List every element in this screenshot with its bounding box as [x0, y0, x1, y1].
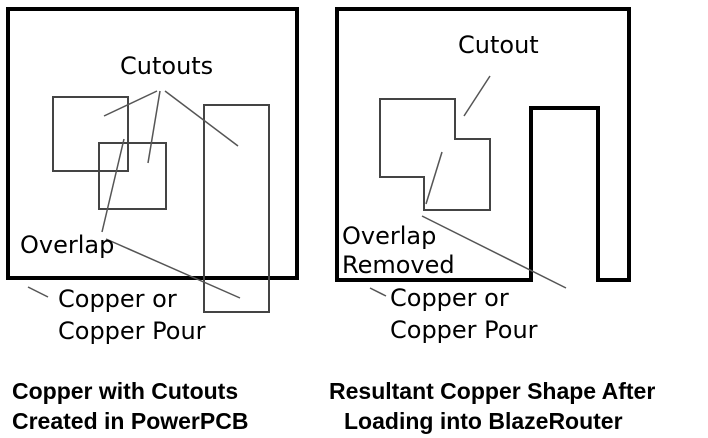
left-leader-lines [27, 90, 241, 299]
right-panel: Cutout Overlap Removed Copper or Copper … [329, 7, 655, 434]
right-overlap-label-line1: Overlap [342, 222, 436, 250]
right-copper-label-line1: Copper or [390, 284, 509, 312]
left-copper-label-line1: Copper or [58, 285, 177, 313]
right-caption-line1: Resultant Copper Shape After [329, 378, 655, 404]
right-copper-shape [335, 7, 631, 282]
left-caption-line1: Copper with Cutouts [12, 378, 238, 404]
right-overlap-label-line2: Removed [342, 251, 455, 279]
left-cutout-square-1 [52, 96, 129, 172]
left-cutout-square-2 [98, 142, 167, 210]
left-panel: Cutouts Overlap Copper or Copper Pour Co… [6, 7, 299, 434]
right-cutout-label: Cutout [458, 31, 539, 59]
right-leader-lines [369, 75, 567, 297]
left-copper-outline [6, 7, 299, 280]
right-merged-cutout [379, 98, 491, 211]
left-cutout-tall [203, 104, 270, 313]
left-caption-line2: Created in PowerPCB [12, 408, 248, 434]
left-cutouts-label: Cutouts [120, 52, 213, 80]
left-overlap-label: Overlap [20, 231, 114, 259]
right-caption-line2: Loading into BlazeRouter [344, 408, 623, 434]
right-copper-label-line2: Copper Pour [390, 316, 538, 344]
left-copper-label-line2: Copper Pour [58, 317, 206, 345]
